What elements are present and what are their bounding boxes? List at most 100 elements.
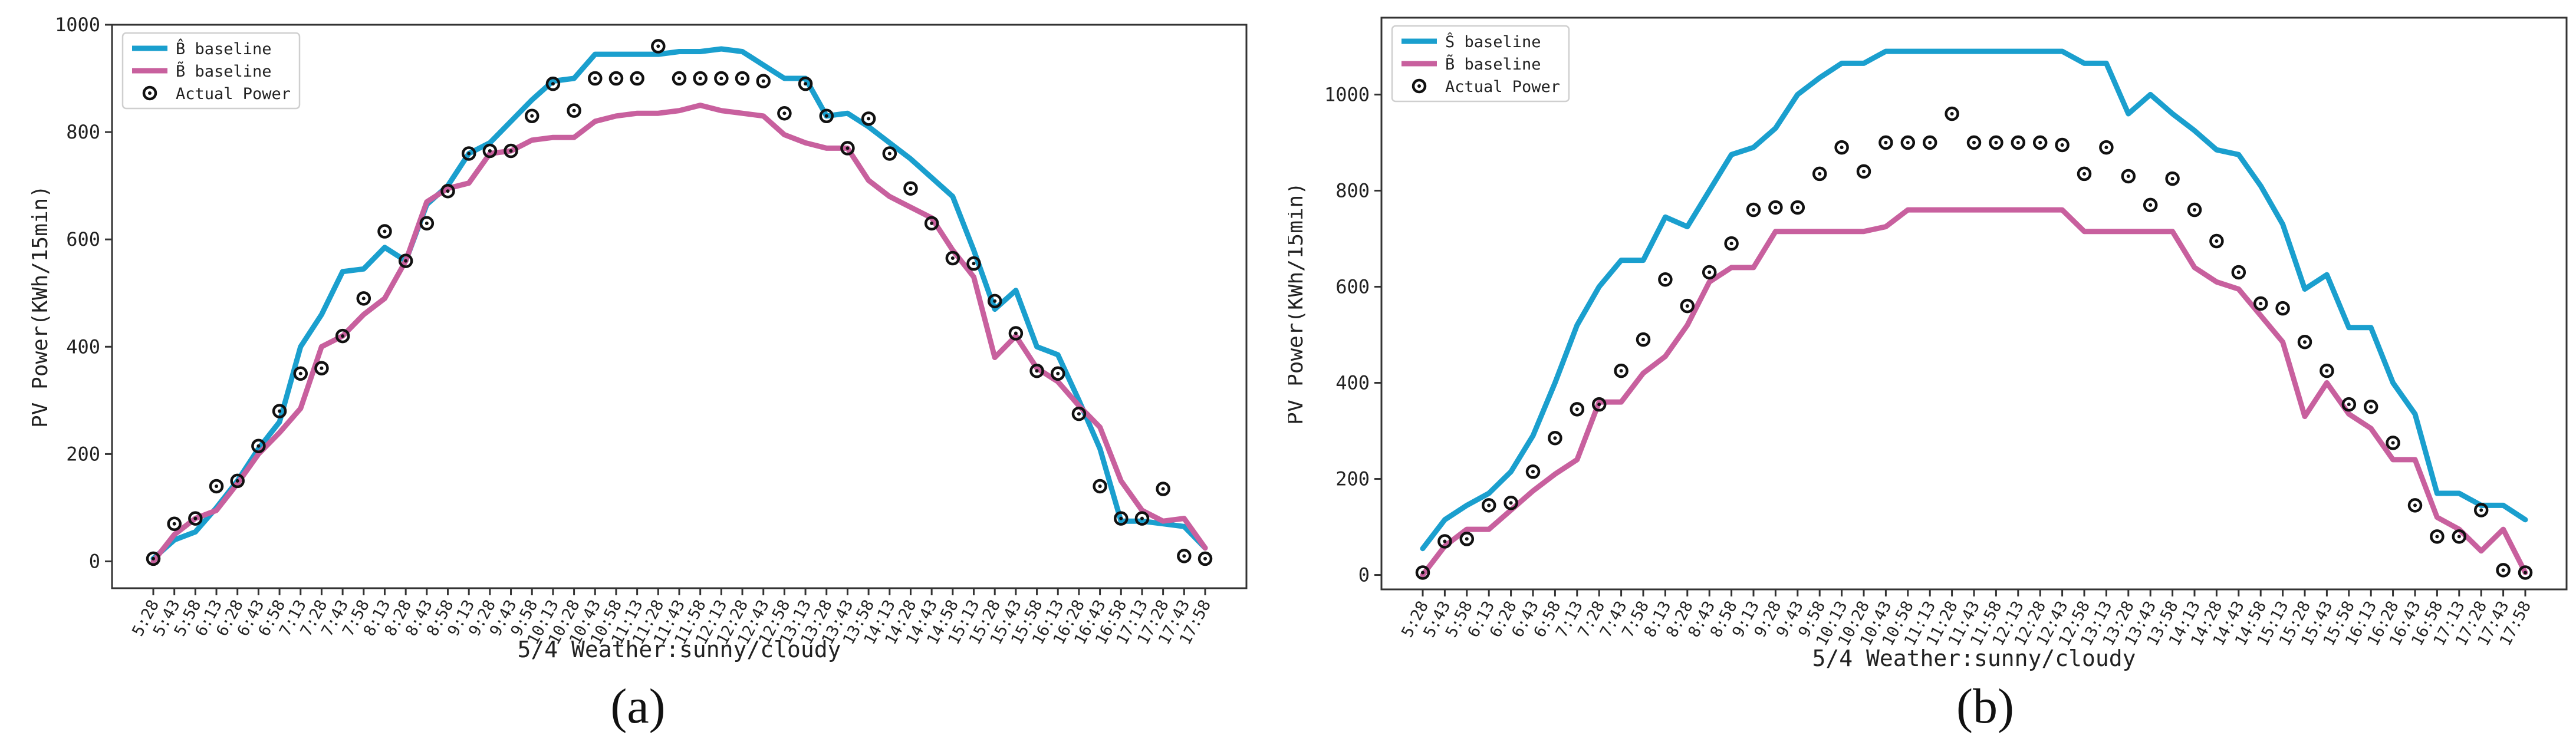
chart-a-y-tick-label: 1000 [55, 14, 100, 36]
chart-panel-a: 0 200 400 600 800 1000 5:28 5:43 5:58 6:13 6:28 6:4… [0, 0, 1288, 752]
chart-b-point-dot [1928, 140, 1932, 144]
chart-b-point-ring [2121, 169, 2136, 184]
chart-a-point-ring [756, 74, 771, 88]
chart-a-point-dot [1119, 516, 1123, 520]
chart-a-point-ring [335, 328, 350, 344]
chart-a-point-dot [1035, 369, 1039, 373]
chart-b-data-point [1504, 496, 1518, 510]
chart-b-data-point [2253, 296, 2268, 311]
chart-b-x-axis-label: 5/4 Weather:sunny/cloudy [1812, 645, 2136, 671]
chart-a-data-point [966, 256, 981, 271]
chart-b-point-dot [1443, 539, 1447, 543]
chart-b-y-tick-label: 0 [1358, 564, 1370, 586]
chart-a-point-dot [1014, 331, 1018, 335]
chart-a-data-point [608, 71, 624, 86]
chart-b-series-line-0 [1420, 48, 2528, 552]
chart-b-point-ring [1945, 106, 1959, 121]
chart-a-point-ring [1156, 482, 1170, 496]
caption-a: (a) [610, 679, 666, 734]
chart-a-point-ring [504, 143, 518, 159]
chart-a-point-ring [230, 473, 245, 489]
chart-a-point-ring [945, 250, 960, 266]
chart-a-point-dot [1203, 556, 1207, 561]
chart-b-point-ring [1614, 363, 1628, 378]
chart-a-point-dot [698, 77, 702, 81]
chart-b-data-point [2187, 202, 2202, 217]
chart-b-data-point [1658, 272, 1673, 287]
chart-a-point-ring [545, 76, 561, 91]
chart-a-point-dot [383, 229, 387, 233]
chart-b-point-ring [2231, 265, 2246, 280]
chart-b-point-dot [2347, 403, 2351, 407]
chart-b-point-ring [2430, 529, 2445, 544]
chart-a-point-dot [741, 77, 745, 81]
chart-a: 020040060080010005:285:435:586:136:286:4… [28, 14, 1248, 662]
chart-a-point-dot [1056, 371, 1060, 375]
chart-a-data-point [672, 71, 687, 86]
chart-b-point-dot [1884, 140, 1888, 144]
chart-a-data-point [987, 294, 1002, 309]
chart-b-legend-label: B̃ baseline [1445, 54, 1541, 74]
chart-b-data-point [2452, 529, 2467, 544]
chart-a-point-dot [551, 82, 555, 86]
chart-a-data-point [440, 183, 455, 199]
chart-b-point-dot [2060, 143, 2064, 147]
chart-b-point-dot [1972, 140, 1976, 144]
chart-a-point-dot [909, 186, 913, 190]
chart-a-point-ring [1134, 511, 1150, 526]
chart-b-data-point [2209, 233, 2224, 249]
chart-a-data-point [1177, 549, 1192, 563]
chart-a-point-ring [630, 71, 644, 86]
chart-panel-b: 0 200 400 600 800 1000 5:28 5:43 5:58 6:13 6:28 6:4… [1284, 0, 2576, 752]
chart-b-point-ring [2011, 135, 2026, 150]
chart-a-point-dot [298, 371, 302, 375]
chart-b-data-point [2320, 363, 2334, 378]
chart-b-point-dot [1465, 537, 1469, 541]
chart-b-data-point [2077, 166, 2092, 182]
chart-a-data-point [1050, 366, 1065, 381]
chart-a-point-dot [782, 111, 787, 116]
chart-a-point-ring [272, 404, 287, 418]
chart-b-point-ring [1415, 565, 1430, 580]
chart-a-point-dot [404, 259, 408, 263]
chart-b-data-point [1702, 265, 1717, 280]
chart-b-data-point [2297, 334, 2312, 350]
chart-a-point-dot [593, 77, 597, 81]
chart-b-point-ring [2275, 301, 2290, 316]
chart-b-data-point [1636, 332, 1651, 347]
chart-b-y-tick-label: 800 [1335, 179, 1370, 202]
chart-b-point-dot [2215, 239, 2219, 243]
chart-b-point-dot [1663, 278, 1667, 282]
chart-a-data-point [882, 146, 897, 161]
chart-b-point-dot [1487, 503, 1491, 507]
chart-a-data-point [398, 253, 413, 268]
chart-a-point-dot [930, 221, 934, 225]
chart-a-point-dot [677, 77, 681, 81]
chart-b-point-dot [1597, 403, 1601, 407]
chart-b-data-point [2032, 135, 2048, 150]
chart-b-point-dot [1906, 140, 1910, 144]
chart-b-point-dot [2126, 174, 2130, 178]
chart-a-legend-marker [142, 85, 157, 101]
chart-b-data-point [2518, 565, 2533, 580]
chart-a-data-point [314, 361, 329, 375]
chart-b-point-dot [2082, 172, 2086, 176]
chart-b-series-line-1 [1420, 207, 2528, 578]
chart-b-point-dot [1994, 140, 1998, 144]
chart-b-data-point [2011, 135, 2026, 150]
chart-a-point-ring [356, 291, 371, 306]
chart-a-point-ring [1197, 551, 1213, 566]
chart-b-point-ring [1922, 135, 1937, 150]
chart-b-point-dot [1862, 169, 1866, 173]
chart-a-legend-label: Actual Power [176, 85, 291, 103]
chart-a-legend: B̂ baseline B̃ baseline Actual Power [121, 32, 301, 110]
chart-a-point-dot [235, 479, 239, 483]
chart-b-point-dot [2259, 302, 2263, 305]
chart-a-data-point [146, 551, 161, 566]
chart-b-point-ring [1702, 265, 1717, 280]
chart-a-point-ring [966, 256, 981, 271]
chart-a-point-ring [987, 294, 1002, 309]
chart-a-point-ring [777, 105, 792, 121]
chart-b-point-ring [1812, 166, 1827, 182]
chart-b-data-point [1437, 534, 1452, 549]
